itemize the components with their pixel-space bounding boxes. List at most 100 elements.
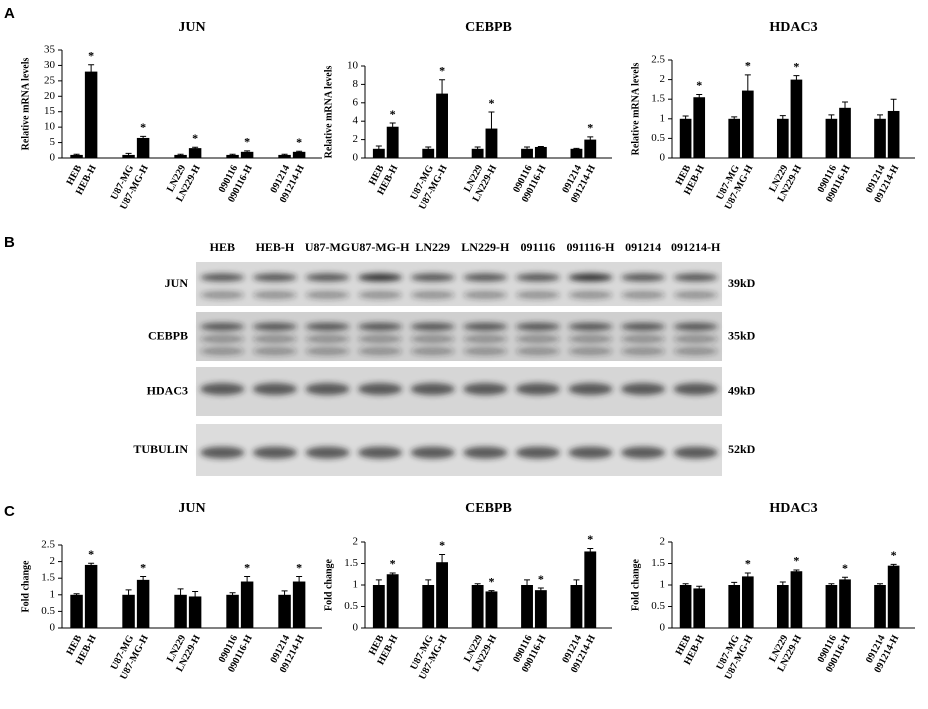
blot-band — [515, 291, 560, 299]
significance-mark: * — [244, 135, 250, 149]
bar — [679, 585, 692, 628]
bar — [240, 151, 254, 158]
row-label: JUN — [165, 276, 189, 290]
error-bar — [439, 553, 446, 570]
blot-band — [358, 273, 403, 282]
y-tick-label: 1.5 — [41, 572, 55, 584]
blot-band — [410, 347, 455, 356]
lane-label: 091116 — [521, 240, 556, 254]
y-tick-label: 2 — [660, 73, 666, 85]
blot-bands — [200, 383, 718, 396]
y-tick-label: 6 — [353, 96, 359, 108]
blot-band — [673, 446, 718, 459]
bar — [70, 154, 83, 158]
bar — [188, 148, 202, 158]
blot-band — [621, 273, 666, 282]
error-bar — [375, 579, 382, 591]
blot-band — [515, 383, 560, 396]
error-bar — [296, 150, 303, 153]
bar — [679, 118, 692, 158]
blot-band — [305, 273, 350, 282]
error-bar — [537, 587, 544, 593]
blot-band — [200, 334, 245, 343]
error-bar — [281, 590, 288, 599]
y-tick-label: 1.5 — [651, 93, 665, 105]
bar — [839, 579, 851, 628]
bar — [534, 590, 547, 628]
blot-band — [410, 291, 455, 299]
panel-label: B — [4, 234, 15, 251]
blot-band — [568, 334, 613, 343]
error-bar — [842, 576, 849, 582]
y-tick-label: 2.5 — [651, 54, 665, 66]
bar — [741, 576, 754, 628]
y-tick-label: 0 — [660, 622, 666, 634]
significance-mark: * — [488, 96, 494, 110]
blot-band — [200, 383, 245, 396]
bar — [84, 564, 98, 628]
bar — [372, 585, 385, 628]
chart-title: JUN — [178, 501, 205, 516]
error-bar — [425, 146, 432, 151]
bar — [471, 585, 484, 628]
error-bar — [488, 111, 495, 146]
lane-label: HEB — [210, 240, 235, 254]
size-label: 39kD — [728, 276, 756, 290]
blot-band — [673, 334, 718, 343]
bar — [84, 71, 98, 158]
row-label: CEBPB — [148, 328, 188, 342]
error-bar — [296, 576, 303, 587]
blot-strip — [196, 262, 722, 306]
significance-mark: * — [439, 64, 445, 78]
blot-band — [463, 322, 508, 331]
y-tick-label: 2 — [353, 133, 359, 145]
significance-mark: * — [244, 560, 250, 574]
size-label: 35kD — [728, 328, 756, 342]
error-bar — [73, 593, 80, 596]
error-bar — [281, 153, 288, 156]
y-tick-label: 25 — [44, 74, 56, 86]
significance-mark: * — [88, 547, 94, 561]
bar — [874, 118, 886, 158]
blot-band — [305, 383, 350, 396]
significance-mark: * — [390, 107, 396, 121]
error-bar — [682, 583, 689, 587]
bar — [825, 118, 838, 158]
error-bar — [73, 153, 80, 156]
y-tick-label: 10 — [44, 121, 56, 133]
error-bar — [573, 147, 580, 150]
y-tick-label: 1.5 — [651, 557, 665, 569]
y-tick-label: 0 — [353, 152, 359, 164]
bar — [790, 79, 803, 158]
bar — [790, 571, 803, 628]
blot-band — [621, 446, 666, 459]
y-tick-label: 15 — [44, 105, 56, 117]
y-tick-label: 1 — [50, 588, 56, 600]
y-tick-label: 0 — [50, 152, 56, 164]
error-bar — [88, 64, 95, 79]
blot-band — [200, 273, 245, 282]
y-tick-label: 1 — [660, 579, 666, 591]
bar — [226, 154, 239, 158]
bar — [188, 596, 202, 628]
bar — [70, 594, 83, 628]
significance-mark: * — [745, 59, 751, 73]
bar — [174, 154, 187, 158]
error-bar — [229, 153, 236, 156]
bar — [240, 581, 254, 628]
blot-band — [358, 334, 403, 343]
significance-mark: * — [390, 557, 396, 571]
blot-band — [568, 383, 613, 396]
error-bar — [425, 579, 432, 591]
blot-band — [673, 322, 718, 331]
error-bar — [537, 146, 544, 148]
significance-mark: * — [538, 572, 544, 586]
chart-title: JUN — [178, 20, 205, 35]
error-bar — [731, 116, 738, 121]
bar — [776, 585, 789, 628]
blot-band — [568, 347, 613, 356]
error-bar — [682, 115, 689, 122]
error-bar — [744, 74, 751, 107]
significance-mark: * — [587, 121, 593, 135]
y-axis-label: Relative mRNA levels — [323, 66, 334, 159]
